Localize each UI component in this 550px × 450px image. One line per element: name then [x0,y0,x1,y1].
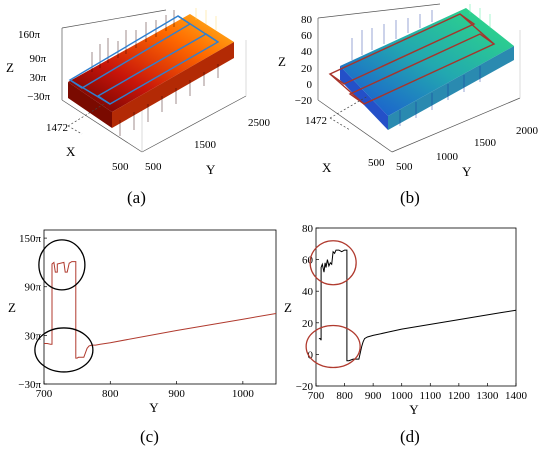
x-tick-label: 1400 [505,390,528,402]
panel-a-slice-lines [67,103,105,135]
annotation-ellipse [34,327,94,373]
panel-a-z-label: Z [6,60,14,75]
panel-a-x-tick: 1472 [46,122,68,134]
y-tick-label: 80 [302,223,314,235]
panel-a-y-tick: 2500 [248,117,271,129]
panel-b-x-tick: 500 [368,157,385,169]
panel-b-y-tick: 500 [396,161,413,173]
panel-c-series-line [44,261,277,359]
y-tick-label: −30π [18,379,41,391]
panel-b-z-tick: 0 [307,79,313,91]
x-tick-label: 700 [308,390,325,402]
panel-a-caption: (a) [127,188,146,207]
panel-a-y-label: Y [206,162,216,177]
panel-b-z-tick: 20 [301,63,313,75]
x-tick-label: 900 [365,390,382,402]
x-tick-label: 1000 [391,390,414,402]
panel-b-y-tick: 2000 [516,125,539,137]
panel-d-plot-area [315,227,517,387]
panel-b-slice-lines [329,95,369,131]
panel-c-caption: (c) [140,427,159,446]
panel-c-annotations [34,239,94,373]
panel-b-surface [340,4,514,130]
x-tick-label: 1200 [448,390,471,402]
panel-b-axes [317,3,521,153]
panel-d-ticks: 700 800 900 1000 1100 1200 1300 1400 −20 0 20 40 60 8… [296,223,528,402]
panel-b-x-label: X [322,160,332,175]
panel-c: 700 800 900 1000 −30π 30π 90π 150π Y Z (c) [8,229,277,446]
x-tick-label: 900 [168,388,185,400]
x-tick-label: 1100 [419,390,441,402]
panel-b-highlight-planes [328,13,496,105]
y-tick-label: 60 [302,255,314,267]
panel-a: 160π 90π 30π −30π Z 1472 500 X 500 1500 … [6,8,271,207]
panel-b-z-tick: 60 [301,30,313,42]
panel-d-x-label: Y [409,402,419,417]
panel-b-y-tick: 1500 [474,137,497,149]
x-tick-label: 700 [36,388,53,400]
panel-a-y-tick: 500 [145,161,162,173]
y-tick-label: 0 [308,349,314,361]
panel-d-y-label: Z [284,300,292,315]
panel-a-z-tick: 90π [29,53,46,65]
x-tick-label: 800 [102,388,119,400]
panel-b-z-label: Z [278,54,286,69]
panel-a-z-tick: 30π [29,72,46,84]
panel-a-highlight-planes [68,15,220,105]
panel-d-series-line [318,249,517,362]
panel-b-y-label: Y [462,164,472,179]
panel-b-caption: (b) [400,188,420,207]
panel-c-y-label: Z [8,300,16,315]
y-tick-label: −20 [296,381,314,393]
y-tick-label: 30π [24,330,41,342]
panel-b-z-tick: −20 [295,95,313,107]
annotation-ellipse [38,239,86,291]
panel-c-plot-area [43,229,277,385]
y-tick-label: 20 [302,318,314,330]
panel-d-annotations [305,240,361,369]
panel-b-z-tick: 80 [301,14,313,26]
annotation-ellipse [309,240,357,286]
panel-d-caption: (d) [400,427,420,446]
panel-a-surface [68,8,234,136]
panel-b-x-tick: 1472 [305,115,327,127]
y-tick-label: 90π [24,282,41,294]
panel-b: 80 60 40 20 0 −20 Z 1472 500 X 500 1000 … [278,3,539,207]
panel-a-z-ticks: 160π 90π 30π −30π [18,29,51,103]
x-tick-label: 1000 [232,388,255,400]
panel-a-z-tick: −30π [27,91,50,103]
panel-b-y-tick: 1000 [436,151,459,163]
panel-a-z-tick: 160π [18,29,41,41]
panel-b-z-ticks: 80 60 40 20 0 −20 [295,14,313,107]
panel-a-x-tick: 500 [112,161,129,173]
panel-a-x-label: X [66,144,76,159]
panel-d: 700 800 900 1000 1100 1200 1300 1400 −20 0 20 40 60 8… [284,223,528,446]
panel-b-plane-upper [328,13,476,85]
panel-c-ticks: 700 800 900 1000 −30π 30π 90π 150π [18,233,254,400]
panel-b-z-tick: 40 [301,46,313,58]
annotation-ellipse [305,324,361,369]
panel-a-axes [61,9,247,153]
panel-c-x-label: Y [149,400,159,415]
x-tick-label: 800 [336,390,353,402]
panel-a-y-tick: 1500 [194,139,217,151]
y-tick-label: 40 [302,286,314,298]
y-tick-label: 150π [19,233,42,245]
x-tick-label: 1300 [476,390,499,402]
